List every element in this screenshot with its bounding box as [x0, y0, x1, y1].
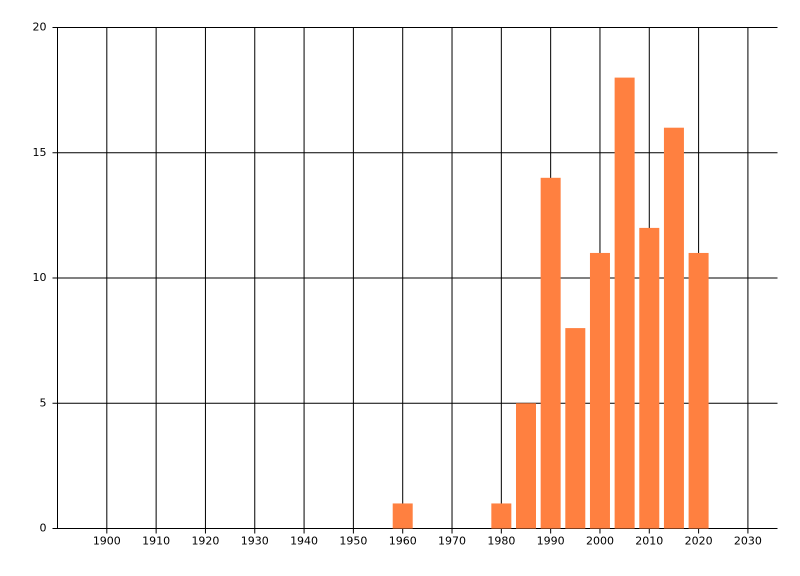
x-tick-label: 2030	[734, 535, 762, 548]
y-tick-label: 5	[40, 396, 47, 409]
bar	[491, 503, 512, 529]
bar	[565, 328, 586, 529]
x-tick-label: 1930	[241, 535, 269, 548]
x-tick-label: 1910	[142, 535, 170, 548]
bar	[515, 403, 536, 529]
x-tick-label: 1980	[487, 535, 515, 548]
x-tick-label: 2000	[586, 535, 614, 548]
bar	[540, 177, 561, 529]
bar	[614, 77, 635, 529]
x-tick-label: 1970	[438, 535, 466, 548]
x-tick-label: 1960	[389, 535, 417, 548]
bar	[589, 252, 610, 529]
x-tick-label: 2020	[685, 535, 713, 548]
x-tick-label: 2010	[635, 535, 663, 548]
bar	[688, 252, 709, 529]
bar	[392, 503, 413, 529]
x-tick-label: 1990	[537, 535, 565, 548]
bar	[663, 127, 684, 529]
x-tick-label: 1920	[191, 535, 219, 548]
y-tick-label: 10	[33, 271, 47, 284]
y-tick-label: 15	[33, 146, 47, 159]
x-tick-label: 1950	[339, 535, 367, 548]
bar	[639, 227, 660, 529]
x-tick-label: 1940	[290, 535, 318, 548]
x-tick-label: 1900	[93, 535, 121, 548]
y-tick-label: 0	[40, 522, 47, 535]
y-tick-label: 20	[33, 21, 47, 34]
